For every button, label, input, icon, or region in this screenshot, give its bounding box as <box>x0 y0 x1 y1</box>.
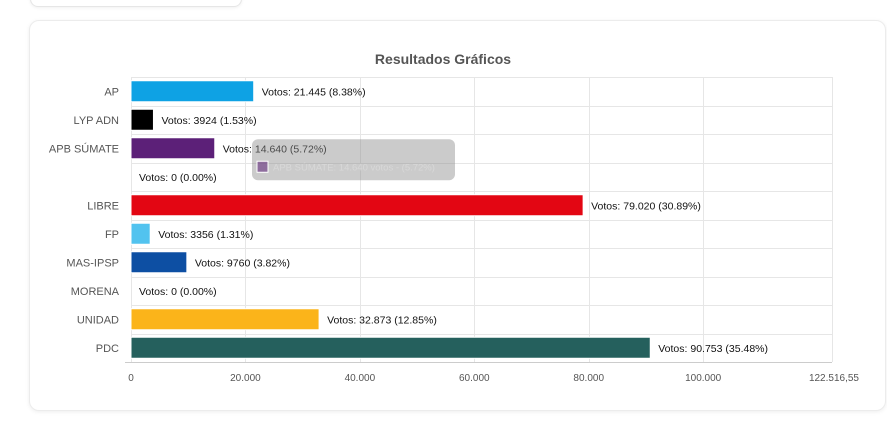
category-label: MORENA <box>71 286 120 298</box>
data-label: Votos: 0 (0.00%) <box>139 172 217 184</box>
category-label: LYP ADN <box>74 115 120 127</box>
data-label: Votos: 0 (0.00%) <box>139 286 217 298</box>
x-tick-label: 122.516,55 <box>809 373 859 384</box>
bars <box>130 80 651 359</box>
category-label: PDC <box>96 343 119 355</box>
bar[interactable] <box>130 222 151 245</box>
tooltip: APB SÚMATE: 14.640 votos - (5.72%) <box>252 139 455 181</box>
x-tick-label: 80.000 <box>573 373 604 384</box>
data-label: Votos: 90.753 (35.48%) <box>658 343 768 355</box>
category-label: UNIDAD <box>77 314 119 326</box>
bar[interactable] <box>130 137 216 160</box>
bar[interactable] <box>130 308 320 331</box>
bar[interactable] <box>130 80 255 103</box>
x-axis: 0 20.000 40.000 60.000 80.000 100.000 122.516,… <box>128 373 859 384</box>
data-label: Votos: 32.873 (12.85%) <box>327 314 437 326</box>
category-label: MAS-IPSP <box>66 257 119 269</box>
category-labels: AP LYP ADN APB SÚMATE LIBRE FP MAS-IPSP MORENA… <box>49 86 120 355</box>
x-tick-label: 100.000 <box>685 373 722 384</box>
bar[interactable] <box>130 108 154 131</box>
category-label: LIBRE <box>87 200 119 212</box>
grid <box>125 77 833 363</box>
data-label: Votos: 79.020 (30.89%) <box>591 200 701 212</box>
category-label: AP <box>104 86 119 98</box>
bar[interactable] <box>130 336 651 359</box>
bar[interactable] <box>130 251 188 274</box>
category-label: FP <box>105 229 119 241</box>
data-label: Votos: 14.640 (5.72%) <box>223 143 327 155</box>
data-labels: Votos: 21.445 (8.38%) Votos: 3924 (1.53%)… <box>139 86 768 355</box>
x-tick-label: 20.000 <box>230 373 261 384</box>
data-label: Votos: 3924 (1.53%) <box>161 115 256 127</box>
x-tick-label: 60.000 <box>459 373 490 384</box>
bar[interactable] <box>130 194 584 217</box>
x-tick-label: 0 <box>128 373 134 384</box>
tooltip-box <box>252 139 455 181</box>
chart-title: Resultados Gráficos <box>375 51 511 67</box>
category-label: APB SÚMATE <box>49 142 119 155</box>
data-label: Votos: 9760 (3.82%) <box>195 257 290 269</box>
tooltip-text: APB SÚMATE: 14.640 votos - (5.72%) <box>273 162 435 173</box>
data-label: Votos: 21.445 (8.38%) <box>262 86 366 98</box>
data-label: Votos: 3356 (1.31%) <box>158 229 253 241</box>
x-tick-label: 40.000 <box>345 373 376 384</box>
tooltip-swatch <box>256 160 269 173</box>
